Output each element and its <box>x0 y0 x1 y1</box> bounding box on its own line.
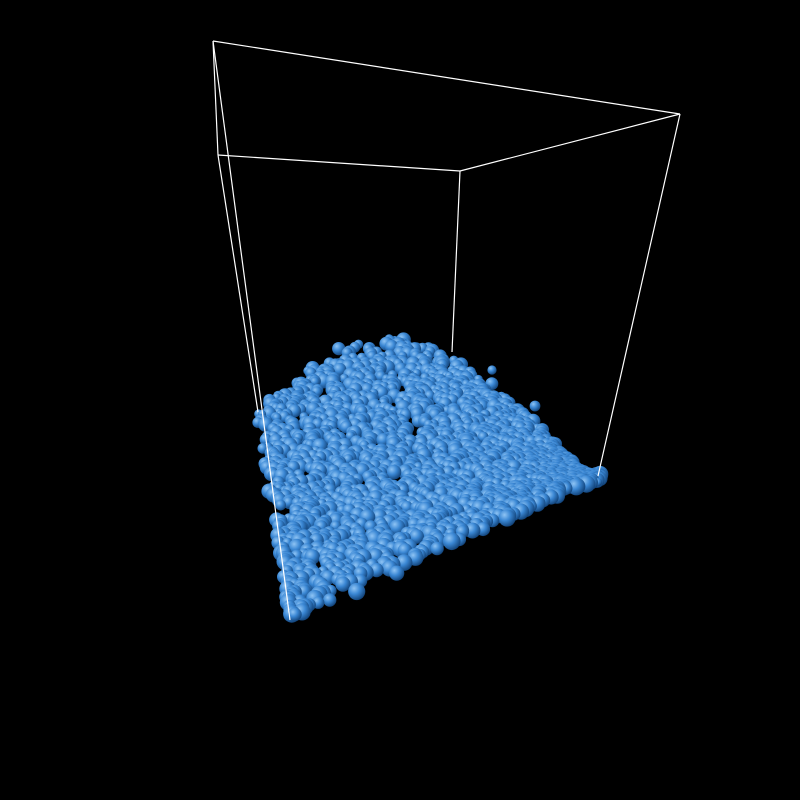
particle-sphere <box>567 478 585 496</box>
particle-sphere <box>487 365 497 375</box>
simulation-box-front-edges <box>212 40 681 621</box>
box-edge <box>451 170 461 353</box>
box-edge <box>597 113 681 477</box>
particle-sphere <box>275 499 286 511</box>
box-edge <box>212 40 291 621</box>
particle-sphere <box>335 576 351 592</box>
box-edge <box>459 113 681 172</box>
box-edge <box>217 154 259 413</box>
particle-sphere <box>348 582 366 601</box>
particle-sphere <box>386 464 402 480</box>
particle-sphere <box>529 400 541 412</box>
particle-sphere <box>498 509 516 527</box>
particle-sphere <box>323 593 337 607</box>
particle-sphere <box>389 565 405 581</box>
simulation-box-back-edges <box>212 40 681 353</box>
box-edge <box>212 40 681 115</box>
box-edge <box>217 154 461 172</box>
particle-cloud <box>252 332 609 623</box>
box-edge <box>212 40 219 156</box>
particle-sphere <box>288 607 302 622</box>
particle-sphere <box>430 541 444 556</box>
particle-sphere <box>464 522 481 539</box>
particle-sphere <box>442 532 461 551</box>
